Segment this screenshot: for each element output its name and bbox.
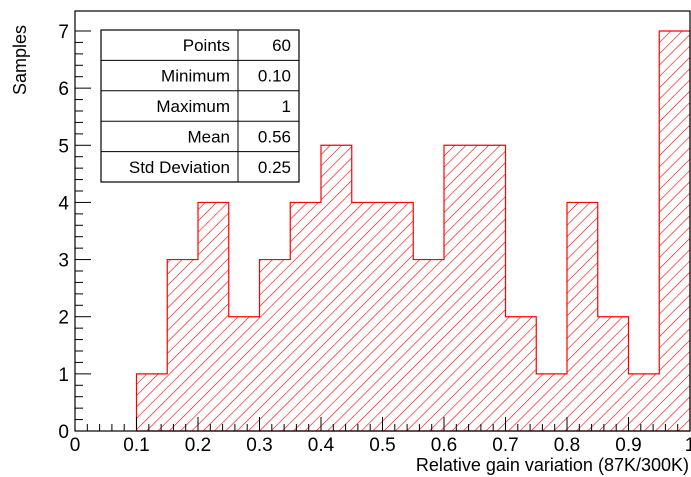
stats-label: Maximum <box>156 97 230 116</box>
x-tick-label: 0.3 <box>246 435 272 456</box>
x-tick-label: 0.5 <box>369 435 395 456</box>
stats-value: 0.25 <box>258 158 291 177</box>
stats-value: 1 <box>282 97 291 116</box>
x-tick-label: 0.9 <box>615 435 641 456</box>
x-tick-label: 0.2 <box>185 435 211 456</box>
stats-label: Std Deviation <box>129 158 230 177</box>
histogram-outline <box>135 30 691 432</box>
stats-box-frame <box>100 29 300 183</box>
x-tick-label: 0.1 <box>123 435 149 456</box>
stats-label: Mean <box>187 127 230 146</box>
y-tick-label: 3 <box>58 251 69 272</box>
y-axis-label: Samples <box>10 25 30 95</box>
x-tick-label: 0.8 <box>554 435 580 456</box>
y-tick-label: 4 <box>58 193 69 214</box>
y-tick-label: 0 <box>58 422 69 443</box>
x-tick-label: 1 <box>685 435 691 456</box>
x-axis-ticks: 0 0.1 0.2 0.3 0.4 0.5 0.6 0.7 0.8 0.9 1 <box>70 417 691 456</box>
histogram-bars <box>135 30 691 432</box>
statistics-box: Points 60 Minimum 0.10 Maximum 1 Mean 0.56 Std D… <box>100 29 300 183</box>
y-tick-label: 6 <box>58 79 69 100</box>
y-tick-label: 2 <box>58 308 69 329</box>
x-tick-label: 0.4 <box>308 435 335 456</box>
y-tick-label: 5 <box>58 136 69 157</box>
x-axis-label: Relative gain variation (87K/300K) <box>416 455 689 475</box>
y-axis-ticks: 0 1 2 3 4 5 6 7 <box>58 22 91 443</box>
x-tick-label: 0 <box>70 435 81 456</box>
y-tick-label: 7 <box>58 22 69 43</box>
stats-value: 0.10 <box>258 67 291 86</box>
y-tick-label: 1 <box>58 365 69 386</box>
x-tick-label: 0.6 <box>431 435 457 456</box>
stats-value: 60 <box>272 36 291 55</box>
stats-label: Minimum <box>161 67 230 86</box>
stats-value: 0.56 <box>258 127 291 146</box>
stats-label: Points <box>183 36 230 55</box>
x-tick-label: 0.7 <box>492 435 518 456</box>
